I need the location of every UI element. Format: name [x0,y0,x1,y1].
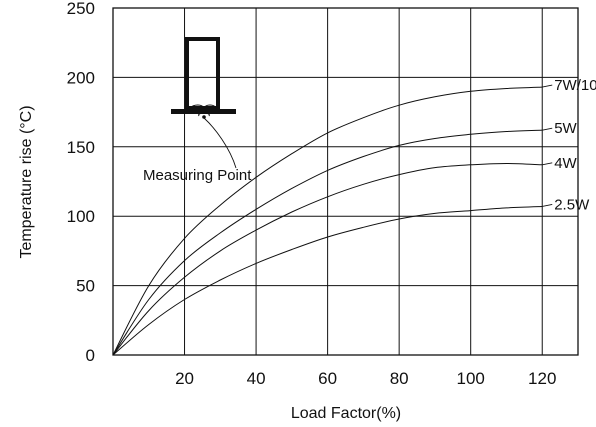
series-label-2-5w: 2.5W [554,196,590,213]
series-leader-5w [542,127,553,131]
x-tick-label: 20 [175,369,194,388]
x-tick-label: 120 [528,369,556,388]
y-tick-label: 150 [67,138,95,157]
x-tick-label: 80 [390,369,409,388]
x-tick-label: 60 [318,369,337,388]
series-label-5w: 5W [554,120,577,137]
y-tick-label: 100 [67,207,95,226]
measuring-point-label: Measuring Point [143,167,252,184]
y-axis-title: Temperature rise (°C) [18,105,35,258]
series-leader-2-5w [542,204,553,207]
board-line [171,109,236,114]
measuring-point-marker [198,112,210,117]
plot-frame [112,7,579,356]
x-tick-label: 40 [247,369,266,388]
resistor-body [185,37,220,110]
series-line-2-5w [112,206,543,356]
tick-labels: 20 40 60 80 100 120 0 50 100 150 200 250 [67,0,557,388]
series-labels: 7W/10W 5W 4W 2.5W [542,77,596,213]
series-label-7w-10w: 7W/10W [554,77,596,94]
y-tick-label: 50 [76,277,95,296]
x-axis-title: Load Factor(%) [291,405,401,422]
x-tick-label: 100 [457,369,485,388]
series-line-7w-10w [112,86,543,356]
y-tick-label: 0 [86,346,95,365]
series-leader-4w [542,162,553,166]
series-label-4w: 4W [554,155,577,172]
solder-joint [189,104,217,110]
series-line-5w [112,129,543,356]
series-curves [112,86,543,356]
measuring-point-dot [202,115,206,119]
series-line-4w [112,162,543,356]
grid-lines [113,8,578,355]
component-illustration [171,37,237,169]
series-leader-7w-10w [542,84,553,88]
y-tick-label: 200 [67,68,95,87]
y-tick-label: 250 [67,0,95,18]
measuring-point-leader [203,117,237,169]
